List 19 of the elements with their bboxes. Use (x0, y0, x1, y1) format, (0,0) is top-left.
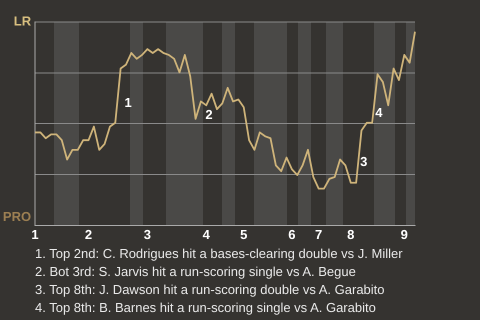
annotation: 1 (124, 94, 132, 110)
x-tick-label: 3 (144, 226, 152, 242)
x-tick-label: 4 (202, 226, 211, 242)
text: 2. Bot 3rd: S. Jarvis hit a run-scoring single vs A. Begue (35, 263, 357, 281)
text: PRO (2, 208, 32, 224)
x-tick-label: 6 (288, 226, 296, 242)
x-tick-label: 7 (315, 226, 322, 242)
text: LR (14, 14, 32, 29)
annotation: 3 (360, 154, 368, 169)
annotation: 4 (375, 105, 384, 120)
x-tick-label: 8 (347, 226, 354, 242)
x-tick-label: 9 (400, 226, 408, 242)
text: 4. Top 8th: B. Barnes hit a run-scoring single vs A. Garabito (35, 299, 377, 317)
x-tick-label: 1 (31, 226, 39, 242)
x-tick-label: 2 (84, 226, 92, 242)
text: 1. Top 2nd: C. Rodrigues hit a bases-clearing double vs J. Miller (35, 245, 403, 263)
text: 3. Top 8th: J. Dawson hit a run-scoring double vs A. Garabito (35, 281, 386, 299)
x-tick-label: 5 (240, 226, 248, 242)
annotation: 2 (205, 107, 213, 122)
